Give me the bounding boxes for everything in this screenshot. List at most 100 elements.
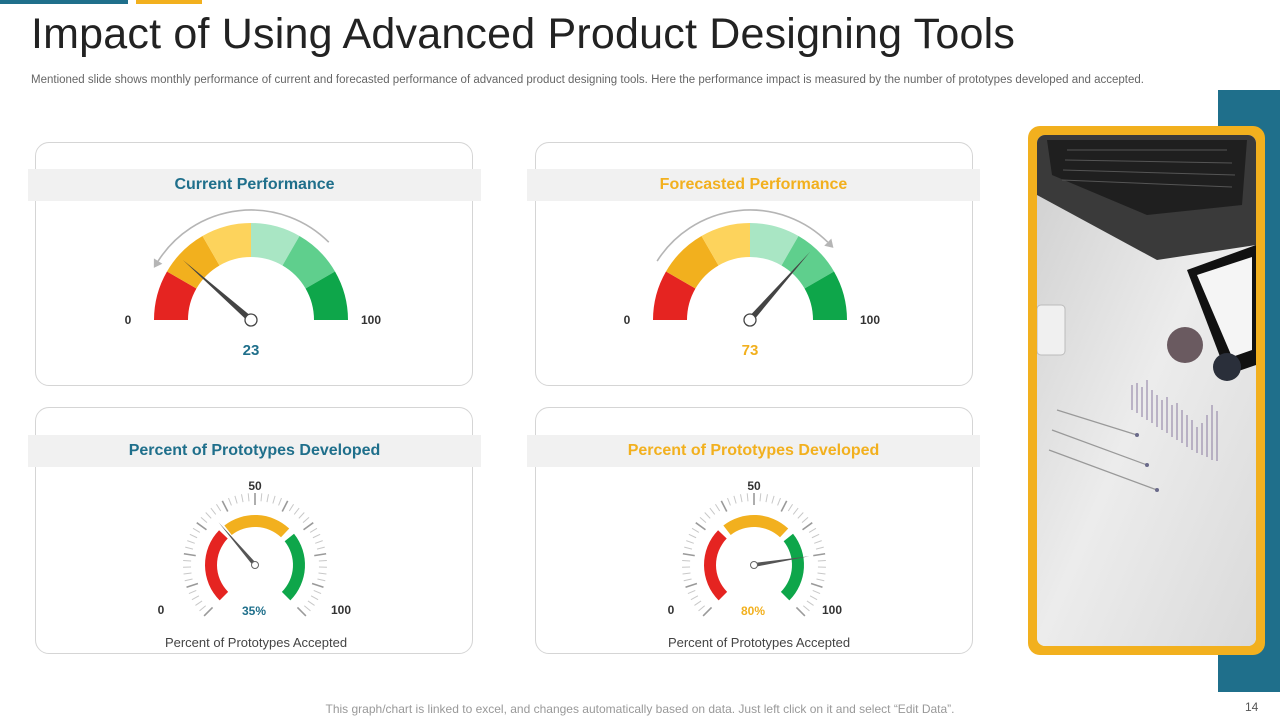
dial-band-2 [224, 515, 290, 538]
chart-title-prototypes-developed-1: Percent of Prototypes Developed [28, 435, 481, 467]
gauge-band-3 [701, 223, 750, 266]
dial-tick [688, 533, 697, 539]
dial-band-3 [281, 533, 305, 601]
dial-tick [686, 540, 694, 544]
gauge-mid-label: 50 [248, 479, 262, 493]
dial-tick [196, 522, 207, 531]
gauge-band-4 [251, 223, 300, 266]
dial-tick [199, 605, 207, 612]
dial-tick [247, 493, 250, 502]
dial-needle [218, 522, 257, 567]
dial-tick [186, 582, 199, 589]
dial-tick [318, 572, 327, 575]
gauge-band-6 [804, 271, 847, 320]
gauge-min-label: 0 [158, 603, 165, 617]
dial-tick [777, 497, 781, 506]
dial-tick [234, 495, 238, 504]
dial-tick [318, 559, 327, 562]
dial-tick [720, 500, 728, 512]
slide-title: Impact of Using Advanced Product Designi… [31, 10, 1016, 58]
gauge-band-6 [305, 271, 348, 320]
dial-tick [699, 517, 707, 524]
dial-tick [200, 517, 208, 524]
gauge-band-1 [653, 271, 696, 320]
dial-tick [817, 572, 826, 575]
dial-tick [185, 546, 194, 550]
dial-tick [205, 512, 212, 519]
gauge-min-label: 0 [668, 603, 675, 617]
gauge-band-3 [202, 223, 251, 266]
dial-tick [317, 578, 326, 582]
dial-tick [802, 605, 810, 612]
gauge-band-4 [750, 223, 799, 266]
dial-tick [309, 527, 318, 533]
dial-tick [192, 527, 201, 533]
dial-tick [709, 507, 716, 515]
dial-tick [684, 546, 693, 550]
gauge-band-2 [166, 235, 220, 289]
gauge-mid-label: 50 [747, 479, 761, 493]
dial-tick [740, 494, 743, 503]
dial-tick [795, 606, 806, 617]
dial-tick [765, 494, 768, 503]
dial-tick [298, 512, 305, 519]
dial-tick [815, 546, 824, 550]
dial-tick [698, 605, 706, 612]
dial-tick [727, 497, 731, 506]
dial-tick [293, 507, 300, 515]
gauge-sweep-arrowhead [153, 258, 163, 268]
dial-tick [771, 495, 775, 504]
dial-tick [189, 533, 198, 539]
gauge-prototypes-accepted-2: 50 0 100 80% [668, 479, 843, 618]
gauge-max-label: 100 [822, 603, 842, 617]
desk-photo [1037, 135, 1256, 646]
dial-tick [183, 552, 196, 557]
dial-tick [272, 495, 276, 504]
dial-band-3 [780, 533, 804, 601]
dial-tick [687, 589, 696, 595]
dial-tick [704, 512, 711, 519]
dial-tick [266, 494, 269, 503]
chart-title-current-performance: Current Performance [28, 169, 481, 201]
gauge-forecasted-performance: 0 100 73 [624, 209, 880, 359]
page-number: 14 [1245, 700, 1259, 714]
dial-band-2 [723, 515, 789, 538]
gauge-prototypes-accepted-1: 50 0 100 35% [158, 479, 352, 618]
dial-tick [307, 600, 315, 606]
gauge-band-5 [282, 235, 336, 289]
dial-tick [702, 606, 713, 617]
dial-tick [780, 500, 788, 512]
dial-tick [690, 595, 699, 601]
dial-tick [316, 546, 325, 550]
dial-band-1 [205, 530, 229, 601]
photo-frame [1028, 126, 1265, 655]
dial-tick [303, 522, 314, 531]
dial-tick [691, 527, 700, 533]
dial-tick [682, 552, 695, 557]
dial-tick [281, 500, 289, 512]
dial-tick [817, 559, 826, 562]
dial-tick [787, 503, 794, 512]
gauge-needle-hub [244, 313, 258, 327]
dial-tick [195, 600, 203, 606]
gauge-min-label: 0 [624, 313, 631, 327]
dial-tick [733, 495, 737, 504]
gauge-sweep-arrow [157, 209, 330, 262]
gauge-min-label: 0 [125, 313, 132, 327]
dial-tick [746, 493, 749, 502]
gauge-band-2 [665, 235, 719, 289]
gauge-needle-hub [743, 313, 757, 327]
dial-band-1 [704, 530, 728, 601]
dial-tick [296, 606, 307, 617]
dial-tick [809, 595, 818, 601]
gauge-band-5 [781, 235, 835, 289]
dial-tick [812, 589, 821, 595]
gauge-value-label: 23 [243, 342, 260, 359]
gauge-max-label: 100 [331, 603, 351, 617]
dial-tick [288, 503, 295, 512]
chart-title-forecasted-performance: Forecasted Performance [527, 169, 980, 201]
dial-tick [313, 589, 322, 595]
dial-tick [683, 578, 692, 582]
top-accent-bar-blue [0, 0, 128, 4]
dial-tick [310, 595, 319, 601]
